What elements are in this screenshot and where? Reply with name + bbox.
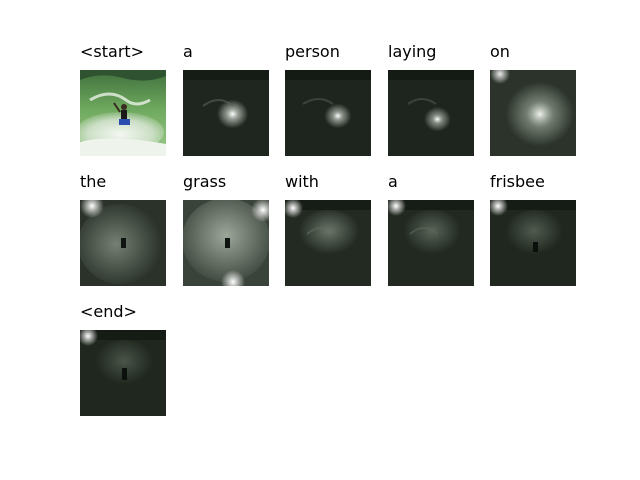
surfer-photo xyxy=(80,70,166,156)
token-label: frisbee xyxy=(490,172,545,191)
attention-map xyxy=(490,70,576,156)
attention-map xyxy=(388,70,474,156)
token-label: with xyxy=(285,172,319,191)
attention-map xyxy=(388,200,474,286)
attention-map xyxy=(183,70,269,156)
attention-map xyxy=(183,200,269,286)
token-label: <end> xyxy=(80,302,137,321)
attention-map xyxy=(285,70,371,156)
attention-map xyxy=(490,200,576,286)
token-label: the xyxy=(80,172,107,191)
token-label: a xyxy=(183,42,193,61)
token-label: grass xyxy=(183,172,227,191)
token-label: on xyxy=(490,42,510,61)
source-image xyxy=(80,70,166,156)
token-label: laying xyxy=(388,42,437,61)
attention-map xyxy=(285,200,371,286)
token-label: a xyxy=(388,172,398,191)
token-label: person xyxy=(285,42,340,61)
attention-map xyxy=(80,200,166,286)
token-label: <start> xyxy=(80,42,145,61)
attention-map xyxy=(80,330,166,416)
